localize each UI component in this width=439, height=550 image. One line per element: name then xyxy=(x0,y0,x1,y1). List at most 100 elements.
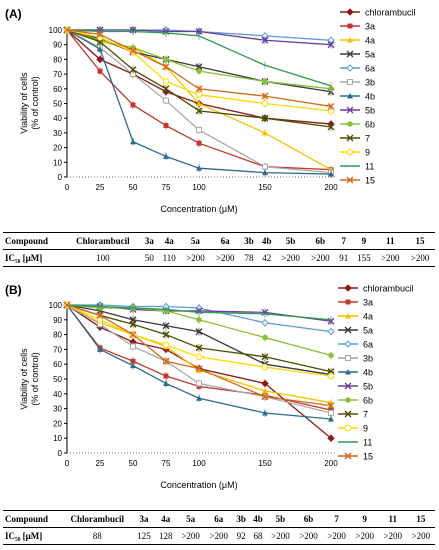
legend-item: 11 xyxy=(340,162,374,172)
table-header-cell: 6b xyxy=(305,232,336,250)
table-value-cell: >200 xyxy=(322,527,351,545)
data-point xyxy=(347,79,353,85)
legend: chlorambucil 3a 4a 5a 6a 3b 4b 5b 6b 7 9 11 15 xyxy=(340,8,416,186)
legend-item: 7 xyxy=(338,410,368,420)
table-header-cell: 5a xyxy=(180,232,211,250)
data-point xyxy=(327,41,335,49)
legend-label: 6a xyxy=(363,340,373,350)
data-point xyxy=(327,434,335,442)
y-axis-label-line: Viability of cells xyxy=(19,72,29,134)
table-header-cell: 9 xyxy=(352,232,376,250)
y-axis-label: Viability of cells(% of control) xyxy=(19,72,40,134)
y-tick-label: 10 xyxy=(53,434,62,443)
data-point xyxy=(162,322,170,330)
table-value-cell: 42 xyxy=(257,249,276,267)
table-header-cell: 15 xyxy=(405,232,435,250)
legend: chlorambucil 3a 4a 5a 6a 3b 4b 5b 6b 7 9 11 15 xyxy=(338,284,414,462)
data-point xyxy=(261,114,269,122)
x-tick-label: 150 xyxy=(258,459,272,468)
x-tick-label: 50 xyxy=(129,183,138,192)
data-point xyxy=(261,379,269,388)
y-tick-label: 100 xyxy=(49,301,63,310)
legend-label: 3a xyxy=(365,22,375,32)
data-point xyxy=(162,78,170,85)
legend-label: 5a xyxy=(363,326,373,336)
data-point xyxy=(97,68,103,74)
table-header-cell: 11 xyxy=(378,510,407,528)
data-point xyxy=(96,30,104,38)
y-tick-label: 0 xyxy=(58,449,63,458)
panel-label: (B) xyxy=(5,283,22,297)
y-tick-label: 50 xyxy=(53,100,62,109)
data-point xyxy=(196,380,202,387)
table-value-cell: >200 xyxy=(176,527,205,545)
y-tick-label: 80 xyxy=(53,331,62,340)
data-point xyxy=(328,415,334,422)
data-point xyxy=(327,102,335,110)
series-4b xyxy=(64,27,334,179)
data-point xyxy=(129,47,137,55)
series-15 xyxy=(63,26,335,111)
data-point xyxy=(163,153,169,159)
data-point xyxy=(163,380,169,386)
x-tick-label: 75 xyxy=(162,459,171,468)
x-tick-label: 25 xyxy=(96,183,105,192)
legend-item: 9 xyxy=(340,148,370,158)
data-point xyxy=(346,148,354,156)
data-point xyxy=(196,140,202,146)
data-point xyxy=(346,134,354,142)
legend-item: 3b xyxy=(338,354,373,364)
data-point xyxy=(130,358,136,364)
table-header-cell: 6a xyxy=(204,510,233,528)
table-value-cell: >200 xyxy=(180,249,211,267)
legend-label: 5b xyxy=(365,106,375,116)
y-tick-label: 40 xyxy=(53,390,62,399)
legend-item: 11 xyxy=(338,438,372,448)
table-value-cell: >200 xyxy=(350,527,379,545)
data-point xyxy=(97,346,103,352)
table-header-cell: 5b xyxy=(275,232,306,250)
legend-item: 15 xyxy=(340,176,375,186)
data-point xyxy=(344,382,352,390)
data-point xyxy=(347,23,353,29)
y-tick-label: 50 xyxy=(53,375,62,384)
x-tick-label: 0 xyxy=(65,183,70,192)
table-value-cell: >200 xyxy=(305,249,336,267)
y-axis-label-line: (% of control) xyxy=(30,76,40,130)
legend-label: 4a xyxy=(365,36,375,46)
data-point xyxy=(345,299,351,305)
table-value-cell: >200 xyxy=(204,527,233,545)
legend-label: chlorambucil xyxy=(365,8,416,18)
data-point xyxy=(261,319,269,327)
legend-label: 4a xyxy=(363,312,373,322)
data-point xyxy=(261,393,269,401)
x-tick-label: 0 xyxy=(65,459,70,468)
y-tick-label: 60 xyxy=(53,360,62,369)
data-point xyxy=(129,331,137,339)
legend-item: 6a xyxy=(338,340,373,350)
x-tick-label: 75 xyxy=(162,183,171,192)
legend-item: 4a xyxy=(338,312,373,322)
legend-label: 9 xyxy=(363,424,368,434)
data-point xyxy=(162,331,170,339)
y-tick-label: 70 xyxy=(53,70,62,79)
table-header-cell: Chlorambucil xyxy=(61,510,134,528)
table-value-cell: >200 xyxy=(266,527,295,545)
data-point xyxy=(195,107,203,115)
y-tick-label: 10 xyxy=(53,158,62,167)
y-tick-label: 20 xyxy=(53,144,62,153)
y-tick-label: 90 xyxy=(53,316,62,325)
data-point xyxy=(162,63,170,71)
data-point xyxy=(196,165,202,171)
data-point xyxy=(344,340,352,348)
y-tick-label: 20 xyxy=(53,419,62,428)
table-row-label: IC₅₀ [μM] xyxy=(3,527,62,545)
data-point xyxy=(97,46,103,52)
data-point xyxy=(346,176,354,184)
data-point xyxy=(346,50,354,58)
data-point xyxy=(262,129,268,136)
data-point xyxy=(346,64,354,72)
legend-item: 5a xyxy=(338,326,373,336)
legend-item: 3a xyxy=(340,22,375,32)
